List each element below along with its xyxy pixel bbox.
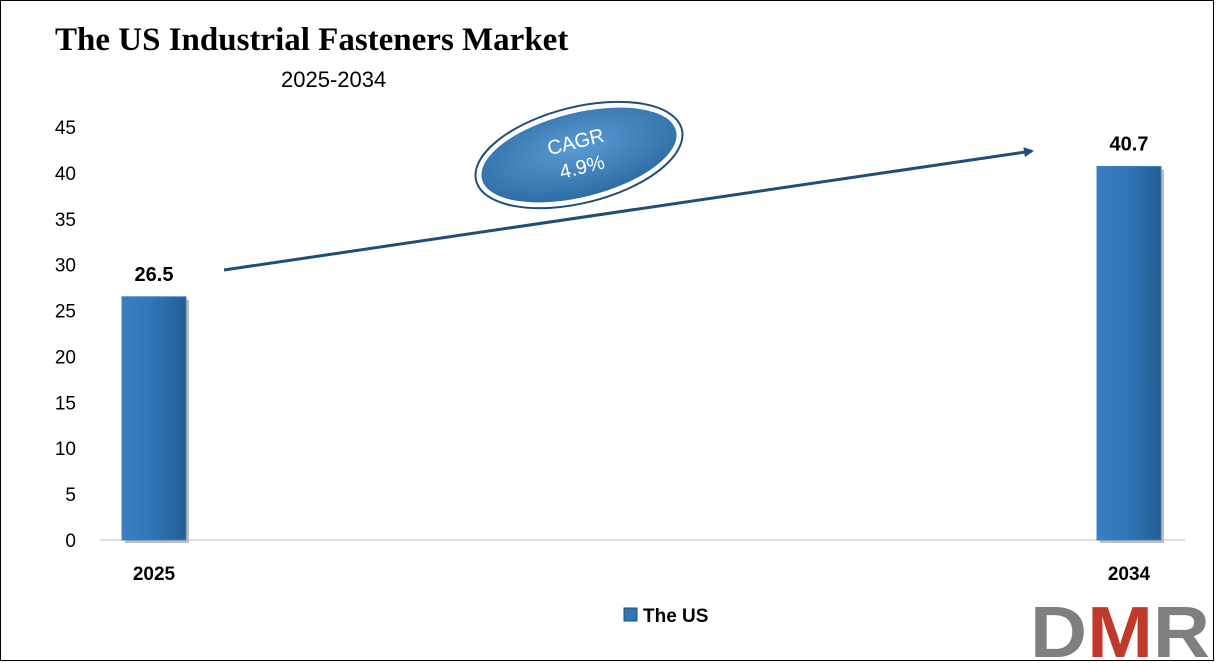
y-tick-label: 20 bbox=[55, 347, 76, 368]
bars: 26.5 40.7 bbox=[121, 133, 1164, 543]
logo-letter-m: M bbox=[1087, 593, 1153, 663]
data-label: 26.5 bbox=[135, 264, 174, 286]
chart-subtitle: 2025-2034 bbox=[281, 67, 386, 92]
y-tick-label: 30 bbox=[55, 256, 76, 277]
x-axis-labels: 2025 2034 bbox=[133, 564, 1151, 585]
y-axis: 0 5 10 15 20 25 30 35 40 45 bbox=[55, 118, 76, 552]
y-tick-label: 35 bbox=[55, 210, 76, 231]
y-tick-label: 10 bbox=[55, 439, 76, 460]
dmr-logo-text: DMR bbox=[1030, 593, 1210, 663]
cagr-bubble: CAGR 4.9% bbox=[474, 100, 684, 210]
legend-swatch bbox=[623, 607, 638, 622]
y-tick-label: 15 bbox=[55, 393, 76, 414]
y-tick-label: 5 bbox=[65, 485, 76, 506]
bar-2034 bbox=[1096, 165, 1162, 541]
y-tick-label: 40 bbox=[55, 164, 76, 185]
y-tick-label: 45 bbox=[55, 118, 76, 139]
data-label: 40.7 bbox=[1110, 133, 1149, 155]
logo-letter-r: R bbox=[1153, 593, 1210, 663]
cagr-bubble-fill bbox=[481, 107, 677, 203]
legend-label: The US bbox=[643, 606, 708, 627]
y-tick-label: 0 bbox=[65, 531, 76, 552]
x-tick-label: 2034 bbox=[1108, 564, 1151, 585]
y-tick-label: 25 bbox=[55, 302, 76, 323]
chart-title: The US Industrial Fasteners Market bbox=[55, 22, 568, 58]
bar-2025 bbox=[121, 296, 187, 541]
dmr-logo: DMR bbox=[1030, 593, 1210, 663]
logo-letter-d: D bbox=[1030, 593, 1087, 663]
legend: The US bbox=[623, 606, 708, 627]
cagr-arrow bbox=[223, 147, 1034, 272]
x-tick-label: 2025 bbox=[133, 564, 176, 585]
